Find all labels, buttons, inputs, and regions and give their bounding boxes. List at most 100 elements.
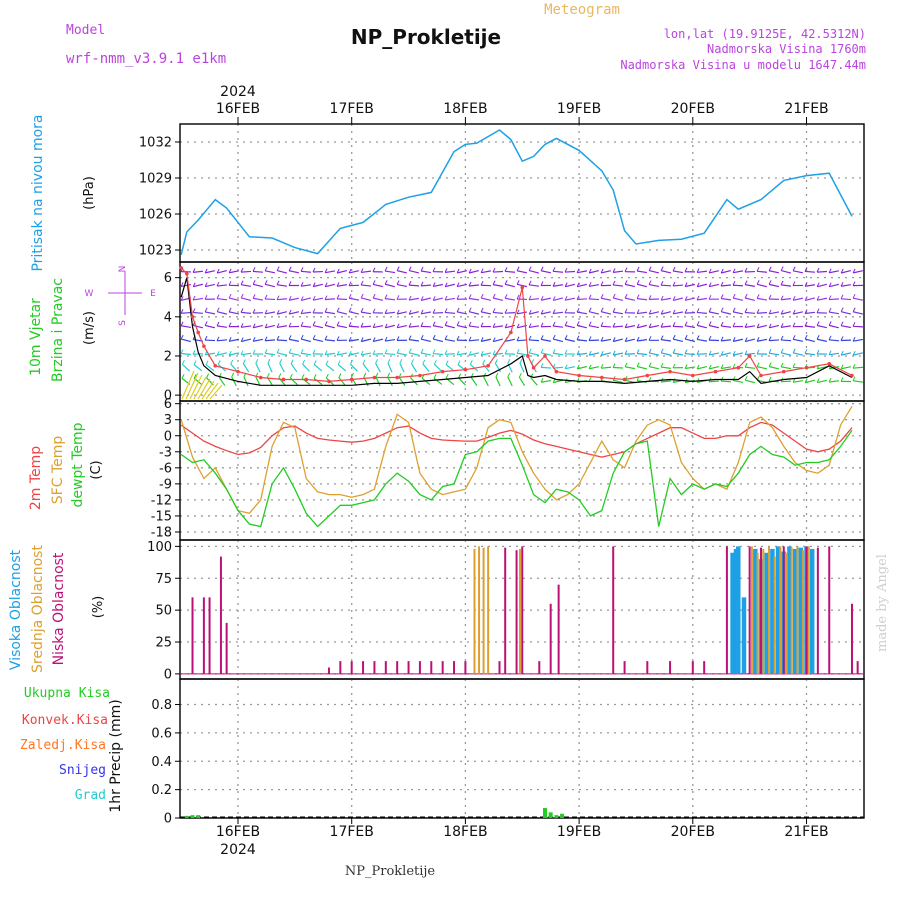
wind-barb-tick bbox=[828, 321, 832, 326]
wind-barb-tick bbox=[372, 293, 376, 299]
mid-cloud-axis-label: Srednja Oblacnost bbox=[30, 545, 46, 673]
wind-axis-label: 10m Vjetar bbox=[28, 298, 44, 376]
wind-barb bbox=[396, 311, 408, 315]
wind-barb bbox=[180, 311, 192, 314]
wind-barb-tick bbox=[780, 335, 784, 341]
wind-barb bbox=[242, 363, 250, 373]
wind-barb-tick bbox=[672, 266, 676, 272]
wind-barb-tick bbox=[264, 323, 268, 329]
wind-barb bbox=[350, 363, 358, 372]
wind-barb bbox=[204, 270, 216, 274]
wind-barb-tick bbox=[804, 334, 808, 340]
model-label: Model bbox=[66, 23, 105, 38]
precip-bar bbox=[554, 815, 559, 818]
wind-barb-tick bbox=[480, 268, 484, 273]
wind-barb bbox=[732, 338, 744, 342]
wind-barb-tick bbox=[468, 336, 472, 342]
wind-barb-tick bbox=[768, 323, 772, 329]
wind-barb-tick bbox=[180, 349, 184, 354]
wind-barb bbox=[816, 270, 828, 273]
wind-barb-tick bbox=[408, 280, 412, 286]
wind-barb-tick bbox=[519, 358, 523, 364]
wind-barb-tick bbox=[516, 309, 520, 315]
wind-barb-tick bbox=[708, 364, 712, 370]
wind-barb bbox=[720, 380, 732, 383]
wind-barb-tick bbox=[528, 335, 532, 341]
wind-barb bbox=[375, 363, 381, 373]
wind-barb bbox=[301, 297, 311, 302]
wind-barb-tick bbox=[768, 266, 772, 271]
wind-barb bbox=[456, 352, 468, 356]
wind-barb bbox=[697, 283, 707, 288]
wind-barb bbox=[288, 297, 300, 301]
wind-barb-tick bbox=[312, 282, 316, 287]
wind-barb-tick bbox=[216, 281, 220, 287]
compass-rose: N E W S bbox=[85, 266, 157, 326]
wind-barb-tick bbox=[732, 350, 736, 356]
wind-barb-tick bbox=[600, 294, 604, 299]
wind-barb-tick bbox=[528, 348, 532, 354]
wind-barb bbox=[696, 270, 708, 274]
wind-barb bbox=[708, 324, 720, 329]
temp-sfc-axis-label: SFC Temp bbox=[50, 436, 66, 505]
wind-barb-tick bbox=[816, 267, 820, 273]
wind-barb bbox=[600, 270, 612, 274]
wind-barb-tick bbox=[468, 281, 472, 287]
wind-barb bbox=[300, 352, 312, 356]
precip-bar bbox=[196, 815, 201, 818]
wind-barb bbox=[828, 298, 840, 301]
wind-barb-tick bbox=[504, 294, 508, 299]
mid-cloud-bar bbox=[487, 546, 490, 674]
wind-barb-tick bbox=[325, 373, 329, 379]
wind-barb bbox=[276, 352, 288, 356]
wind-barb-tick bbox=[588, 294, 592, 300]
wind-barb bbox=[252, 338, 264, 342]
low-cloud-bar bbox=[498, 661, 501, 674]
wind-barb-tick bbox=[396, 348, 400, 354]
wind-barb-tick bbox=[636, 309, 640, 314]
low-cloud-bar bbox=[225, 622, 228, 674]
wind-barb bbox=[721, 311, 731, 315]
pressure-line bbox=[180, 129, 853, 255]
wind-barb-tick bbox=[375, 359, 379, 364]
high-cloud-axis-label: Visoka Oblacnost bbox=[8, 549, 24, 670]
wind-barb bbox=[696, 311, 708, 314]
wind-barb bbox=[613, 338, 623, 343]
wind-barb-tick bbox=[792, 296, 796, 301]
wind-barb bbox=[552, 325, 564, 328]
wind-barb-tick bbox=[708, 321, 712, 326]
wind-barb-tick bbox=[660, 280, 664, 286]
footer-station: NP_Prokletije bbox=[345, 864, 436, 879]
wind-gust-point bbox=[713, 369, 718, 374]
low-cloud-axis-label: Niska Oblacnost bbox=[51, 552, 67, 665]
wind-barb-tick bbox=[288, 309, 292, 315]
wind-barb bbox=[589, 311, 599, 315]
wind-barb-tick bbox=[684, 349, 688, 354]
wind-barb bbox=[540, 297, 552, 301]
wind-barb bbox=[228, 297, 240, 301]
wind-barb-tick bbox=[324, 350, 328, 355]
wind-barb bbox=[528, 325, 540, 329]
wind-barb-tick bbox=[408, 348, 412, 354]
wind-barb bbox=[192, 311, 204, 314]
wind-barb-tick bbox=[828, 295, 832, 300]
wind-barb-tick bbox=[456, 268, 460, 274]
precip-bar bbox=[184, 815, 189, 818]
wind-barb bbox=[228, 311, 240, 315]
wind-barb-tick bbox=[648, 323, 652, 328]
wind-gust-point bbox=[179, 266, 183, 270]
wind-barb-tick bbox=[411, 359, 414, 364]
wind-barb bbox=[231, 376, 237, 387]
wind-barb-tick bbox=[696, 321, 700, 326]
wind-barb bbox=[325, 324, 335, 329]
wind-barb bbox=[387, 362, 393, 373]
top-day-label: 18FEB bbox=[443, 101, 487, 117]
wind-barb-tick bbox=[531, 359, 535, 364]
wind-barb-tick bbox=[348, 322, 352, 327]
high-cloud-bar bbox=[733, 548, 739, 674]
wind-barb-tick bbox=[600, 351, 604, 356]
wind-barb bbox=[456, 311, 468, 315]
low-cloud-bar bbox=[191, 597, 194, 674]
wind-barb bbox=[553, 338, 563, 343]
wind-barb bbox=[684, 297, 696, 301]
